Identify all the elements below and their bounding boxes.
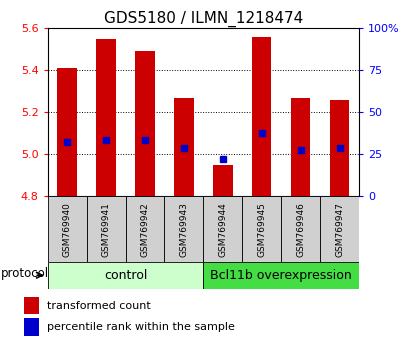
Bar [320, 196, 359, 262]
Title: GDS5180 / ILMN_1218474: GDS5180 / ILMN_1218474 [104, 11, 303, 27]
Bar [48, 196, 87, 262]
Bar [125, 196, 164, 262]
Bar [242, 196, 281, 262]
Bar [252, 37, 271, 196]
Text: GSM769944: GSM769944 [218, 202, 227, 257]
Bar [24, 297, 39, 314]
Bar [203, 196, 242, 262]
Text: protocol: protocol [1, 267, 49, 280]
Bar [135, 51, 155, 196]
Bar [57, 68, 77, 196]
Bar [330, 100, 349, 196]
Text: Bcl11b overexpression: Bcl11b overexpression [210, 269, 352, 282]
Text: GSM769945: GSM769945 [257, 202, 266, 257]
Bar [174, 98, 194, 196]
Text: control: control [104, 269, 147, 282]
Text: GSM769941: GSM769941 [102, 202, 110, 257]
Text: transformed count: transformed count [46, 301, 150, 311]
Text: GSM769947: GSM769947 [335, 202, 344, 257]
Bar [213, 165, 232, 196]
Bar [96, 39, 116, 196]
Bar [203, 262, 359, 289]
Text: GSM769940: GSM769940 [63, 202, 72, 257]
Text: GSM769942: GSM769942 [141, 202, 149, 257]
Text: percentile rank within the sample: percentile rank within the sample [46, 322, 234, 332]
Bar [48, 262, 203, 289]
Bar [24, 318, 39, 336]
Text: GSM769943: GSM769943 [179, 202, 188, 257]
Bar [281, 196, 320, 262]
Bar [164, 196, 203, 262]
Text: GSM769946: GSM769946 [296, 202, 305, 257]
Bar [291, 98, 310, 196]
Bar [87, 196, 125, 262]
